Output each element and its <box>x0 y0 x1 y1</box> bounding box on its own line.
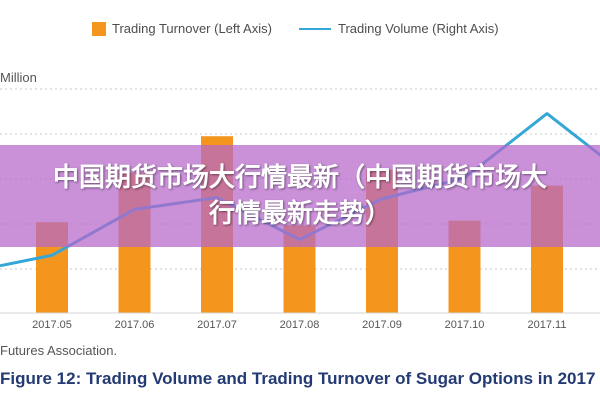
legend-label-turnover: Trading Turnover (Left Axis) <box>112 21 272 36</box>
left-axis-unit: Million <box>0 70 37 85</box>
x-tick-label: 2017.11 <box>527 319 567 331</box>
x-tick-label: 2017.09 <box>362 319 402 331</box>
source-note: Futures Association. <box>0 343 118 358</box>
watermark-banner: 中国期货市场大行情最新（中国期货市场大行情最新走势） <box>0 145 600 247</box>
x-tick-label: 2017.08 <box>279 319 320 331</box>
legend-swatch-turnover <box>92 22 106 36</box>
legend-label-volume: Trading Volume (Right Axis) <box>338 21 499 36</box>
x-tick-label: 2017.06 <box>114 319 155 331</box>
watermark-text: 中国期货市场大行情最新（中国期货市场大行情最新走势） <box>52 163 547 229</box>
x-tick-label: 2017.10 <box>444 319 485 331</box>
x-tick-label: 2017.07 <box>197 319 237 331</box>
legend-swatch-volume <box>299 28 331 30</box>
chart-legend: Trading Turnover (Left Axis) Trading Vol… <box>0 0 600 62</box>
x-tick-label: 2017.05 <box>32 319 72 331</box>
figure-caption: Figure 12: Trading Volume and Trading Tu… <box>0 369 596 388</box>
